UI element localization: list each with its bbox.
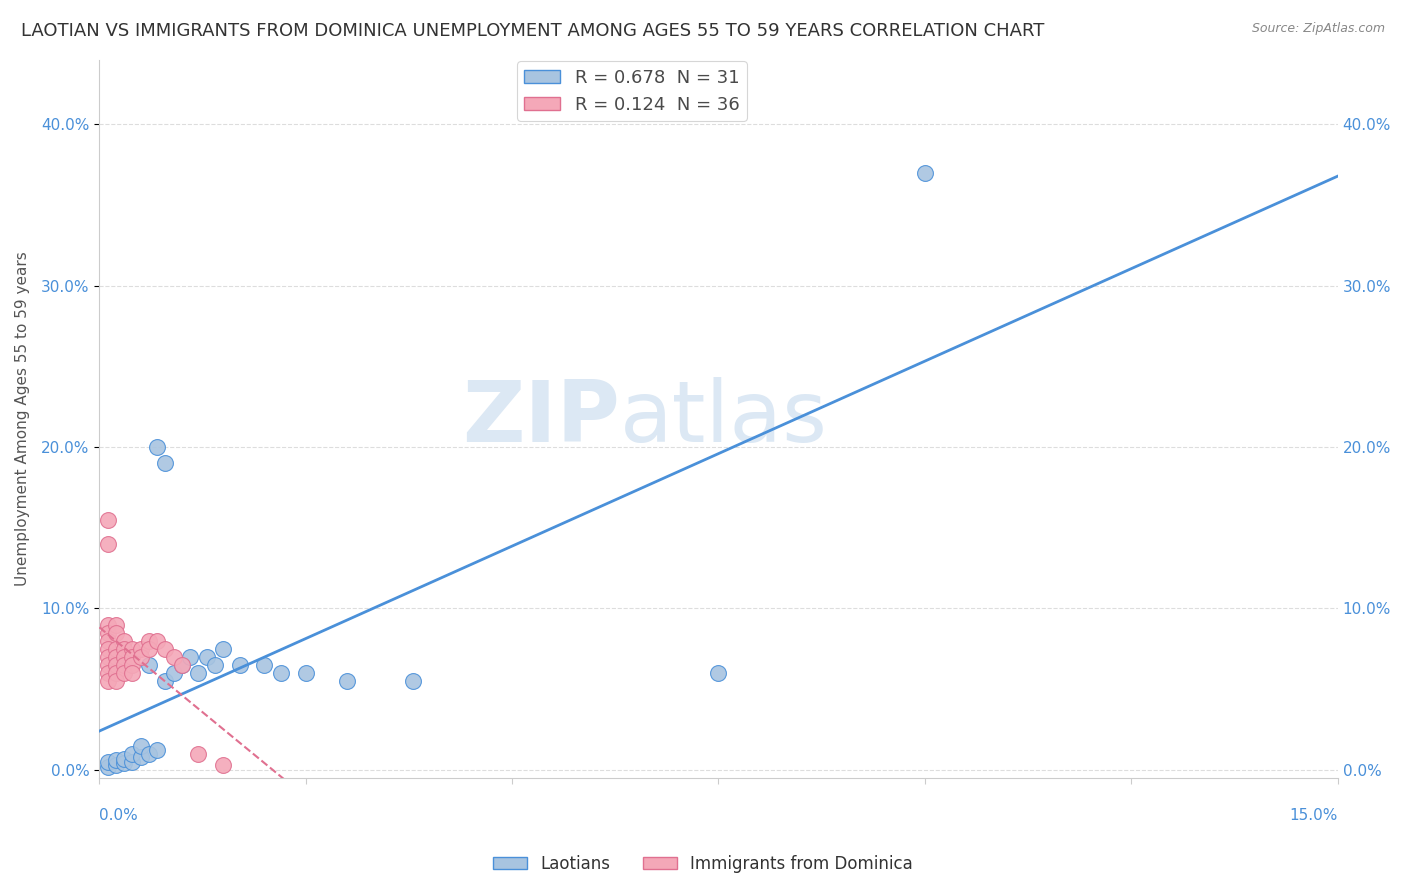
Point [104,625,127,640]
Point [112,665,135,680]
Point [155,674,177,689]
Point [170,657,193,672]
Point [121,747,143,761]
Point [104,753,127,767]
Point [402,674,425,689]
Point [112,641,135,656]
Point [187,747,209,761]
Text: Source: ZipAtlas.com: Source: ZipAtlas.com [1251,22,1385,36]
Text: ZIP: ZIP [461,377,620,460]
Point [155,641,177,656]
Point [121,657,143,672]
Point [270,665,292,680]
Point [162,665,184,680]
Point [104,665,127,680]
Point [146,633,169,648]
Point [146,743,169,757]
Point [97,537,120,551]
Point [187,665,209,680]
Point [212,641,235,656]
Point [155,456,177,470]
Point [112,649,135,664]
Point [253,657,276,672]
Point [121,755,143,769]
Point [97,625,120,640]
Text: atlas: atlas [620,377,827,460]
Point [121,665,143,680]
Point [97,633,120,648]
Point [104,641,127,656]
Point [97,641,120,656]
Point [170,657,193,672]
Point [112,633,135,648]
Point [707,665,730,680]
Point [129,739,152,753]
Point [104,758,127,772]
Point [104,674,127,689]
Point [121,641,143,656]
Point [97,657,120,672]
Point [97,755,120,769]
Point [104,649,127,664]
Point [104,617,127,632]
Legend: Laotians, Immigrants from Dominica: Laotians, Immigrants from Dominica [486,848,920,880]
Point [129,649,152,664]
Point [121,649,143,664]
Point [204,657,226,672]
Point [228,657,250,672]
Point [294,665,316,680]
Point [179,649,201,664]
Point [138,747,160,761]
Point [336,674,359,689]
Point [146,440,169,454]
Point [97,617,120,632]
Point [138,657,160,672]
Point [914,165,936,179]
Point [97,665,120,680]
Legend: R = 0.678  N = 31, R = 0.124  N = 36: R = 0.678 N = 31, R = 0.124 N = 36 [517,62,747,121]
Point [104,657,127,672]
Point [112,751,135,765]
Point [112,756,135,771]
Point [97,674,120,689]
Point [195,649,218,664]
Point [212,758,235,772]
Point [138,633,160,648]
Point [97,649,120,664]
Point [129,750,152,764]
Text: LAOTIAN VS IMMIGRANTS FROM DOMINICA UNEMPLOYMENT AMONG AGES 55 TO 59 YEARS CORRE: LAOTIAN VS IMMIGRANTS FROM DOMINICA UNEM… [21,22,1045,40]
Point [112,657,135,672]
Point [97,513,120,527]
Text: 15.0%: 15.0% [1289,808,1337,823]
Y-axis label: Unemployment Among Ages 55 to 59 years: Unemployment Among Ages 55 to 59 years [15,252,30,586]
Point [97,759,120,773]
Point [162,649,184,664]
Point [129,641,152,656]
Text: 0.0%: 0.0% [100,808,138,823]
Point [138,641,160,656]
